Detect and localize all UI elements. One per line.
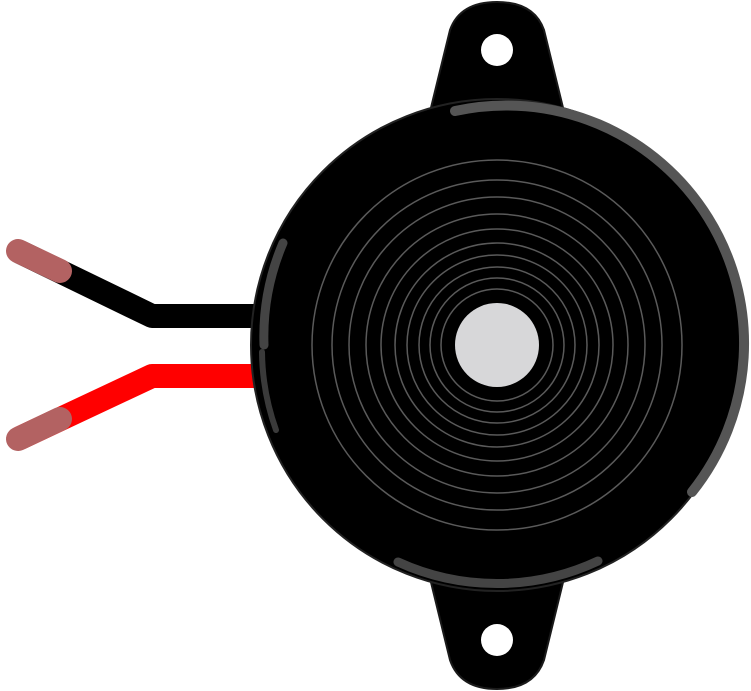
ring [365,213,629,477]
black-wire-tip [6,239,72,283]
ring [394,242,600,448]
ring [440,288,554,402]
center-disc [455,303,539,387]
buzzer-body [250,98,749,592]
concentric-rings [311,159,683,531]
rim-highlight-left-lower [259,349,279,433]
wire-leads [6,239,274,451]
ring [380,228,614,462]
ring [311,159,683,531]
rim-highlight-left [259,238,288,350]
rim-highlight-top [450,100,749,497]
bottom-mount-hole [481,624,513,656]
rim-highlight-bottom [393,556,603,588]
ring [331,179,663,511]
red-wire-tip [6,407,72,451]
mounting-flanges [426,0,568,691]
ring [348,196,646,494]
ring [406,254,588,436]
top-mount-hole [481,34,513,66]
ring [418,266,576,424]
ring [429,277,565,413]
